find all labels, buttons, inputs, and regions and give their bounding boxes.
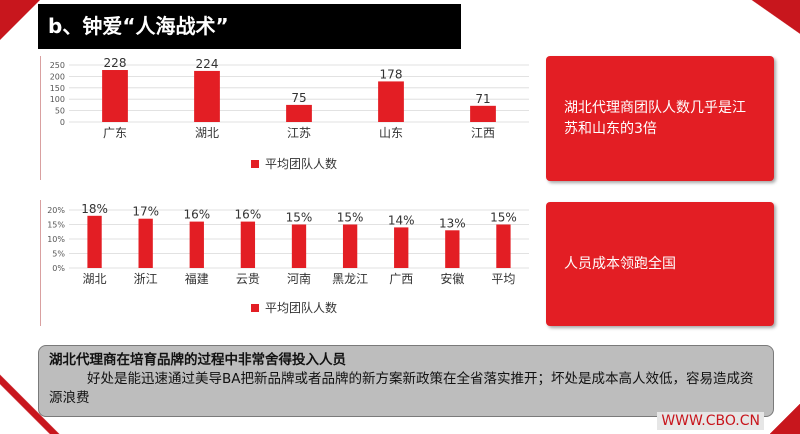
team-size-chart-svg: 0 50 100 150 200 250 228 广东 224 湖北 75 江苏 178 山东 71 江西平均… — [50, 56, 529, 171]
bar-湖北 — [194, 70, 220, 122]
data-label: 14% — [388, 213, 415, 227]
x-tick-label: 安徽 — [440, 271, 464, 286]
x-tick-label: 湖北 — [83, 271, 107, 286]
bar-平均 — [496, 224, 511, 268]
bar-广东 — [102, 70, 128, 122]
legend-label: 平均团队人数 — [265, 300, 337, 315]
y-tick-label: 200 — [50, 72, 65, 81]
x-tick-label: 山东 — [379, 126, 403, 140]
x-tick-label: 浙江 — [134, 272, 158, 286]
x-tick-label: 云贵 — [236, 272, 260, 286]
callout-team-size: 湖北代理商团队人数几乎是江苏和山东的3倍 — [546, 56, 774, 181]
bar-江苏 — [286, 104, 312, 122]
y-tick-label: 100 — [50, 95, 65, 104]
x-tick-label: 湖北 — [195, 125, 219, 140]
x-tick-label: 广东 — [103, 126, 127, 140]
y-tick-label: 0 — [60, 118, 65, 127]
corner-decoration-bottom-right — [770, 404, 800, 434]
footer-url: WWW.CBO.CN — [657, 412, 764, 430]
bar-云贵 — [240, 221, 256, 268]
bar-江西 — [470, 105, 496, 122]
bar-福建 — [189, 221, 204, 268]
y-tick-label: 15% — [47, 221, 65, 230]
x-tick-label: 江西 — [471, 126, 495, 140]
x-tick-label: 江苏 — [287, 126, 311, 140]
cost-ratio-chart: 0% 5% 10% 15% 20% 18% 湖北 17% 浙江 16% 福建 16% 云贵 15% 河南 15… — [40, 200, 530, 326]
bar-山东 — [378, 81, 404, 122]
data-label: 71 — [475, 92, 490, 106]
slide-title: b、钟爱“人海战术” — [38, 4, 461, 49]
y-tick-label: 150 — [50, 84, 65, 93]
data-label: 75 — [291, 91, 306, 105]
corner-decoration-top-right — [740, 0, 800, 34]
bar-浙江 — [138, 218, 153, 268]
callout-team-size-text: 湖北代理商团队人数几乎是江苏和山东的3倍 — [564, 99, 746, 137]
y-tick-label: 0% — [52, 264, 65, 273]
team-size-chart: 0 50 100 150 200 250 228 广东 224 湖北 75 江苏 178 山东 71 江西平均… — [40, 56, 530, 180]
cost-ratio-chart-svg: 0% 5% 10% 15% 20% 18% 湖北 17% 浙江 16% 福建 16% 云贵 15% 河南 15… — [47, 202, 529, 315]
data-label: 17% — [132, 205, 159, 219]
data-label: 15% — [286, 211, 313, 225]
bar-河南 — [291, 224, 307, 268]
legend-label: 平均团队人数 — [265, 156, 337, 171]
data-label: 178 — [380, 67, 403, 81]
y-tick-label: 20% — [47, 206, 65, 215]
data-label: 228 — [104, 56, 127, 70]
corner-decoration-top-left — [0, 0, 40, 40]
bar-安徽 — [445, 230, 460, 268]
y-tick-label: 250 — [50, 61, 65, 70]
bar-湖北 — [87, 215, 102, 268]
callout-cost-text: 人员成本领跑全国 — [564, 255, 676, 272]
bar-广西 — [394, 227, 409, 268]
summary-note-body: 好处是能迅速通过美导BA把新品牌或者品牌的新方案新政策在全省落实推开；坏处是成本… — [49, 371, 754, 406]
bar-黑龙江 — [342, 224, 358, 268]
legend-swatch — [251, 160, 259, 168]
y-tick-label: 5% — [52, 250, 65, 259]
summary-note: 湖北代理商在培育品牌的过程中非常舍得投入人员 好处是能迅速通过美导BA把新品牌或… — [38, 345, 774, 417]
x-tick-label: 福建 — [185, 271, 209, 286]
data-label: 16% — [183, 208, 210, 222]
callout-cost: 人员成本领跑全国 — [546, 202, 774, 326]
data-label: 18% — [81, 202, 108, 216]
data-label: 224 — [196, 57, 219, 71]
x-tick-label: 广西 — [389, 272, 413, 286]
y-tick-label: 10% — [47, 235, 65, 244]
x-tick-label: 平均 — [491, 272, 515, 286]
data-label: 15% — [490, 211, 517, 225]
y-tick-label: 50 — [55, 107, 65, 116]
data-label: 13% — [439, 216, 466, 230]
summary-note-title: 湖北代理商在培育品牌的过程中非常舍得投入人员 — [49, 352, 346, 368]
x-tick-label: 河南 — [287, 271, 311, 286]
data-label: 16% — [235, 208, 262, 222]
legend-swatch — [251, 304, 259, 312]
data-label: 15% — [337, 211, 364, 225]
x-tick-label: 黑龙江 — [332, 272, 368, 286]
